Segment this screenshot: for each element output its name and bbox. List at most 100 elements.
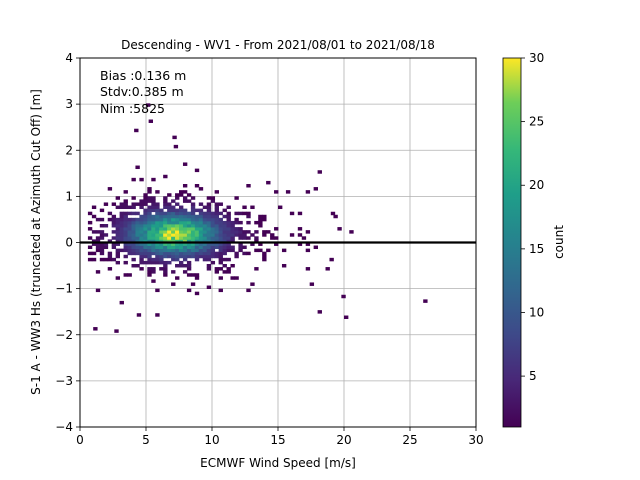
histogram-cell [194, 214, 200, 219]
histogram-cell [139, 202, 144, 206]
histogram-cell [159, 223, 164, 228]
histogram-cell [206, 257, 212, 262]
histogram-cell [143, 214, 148, 219]
histogram-cell [91, 257, 97, 262]
histogram-cell [143, 202, 148, 206]
histogram-cell [143, 236, 148, 240]
histogram-cell [175, 220, 180, 225]
histogram-cell [111, 230, 117, 234]
histogram-cell [194, 168, 200, 173]
histogram-cell [147, 208, 152, 213]
histogram-cell [175, 227, 180, 231]
y-tick-label: 1 [65, 189, 73, 203]
histogram-cell [99, 230, 105, 234]
histogram-cell [258, 217, 263, 222]
histogram-cell [151, 196, 156, 200]
histogram-cell [194, 257, 200, 262]
histogram-cell [95, 242, 101, 246]
histogram-cell [246, 288, 251, 293]
histogram-cell [155, 245, 160, 250]
histogram-cell [182, 263, 188, 268]
histogram-cell [210, 223, 216, 228]
histogram-cell [206, 251, 212, 256]
histogram-cell [99, 223, 105, 228]
histogram-cell [99, 217, 105, 222]
histogram-cell [202, 205, 208, 210]
histogram-cell [186, 214, 192, 219]
histogram-cell [182, 248, 188, 253]
histogram-cell [222, 227, 227, 231]
histogram-cell [214, 270, 219, 274]
histogram-cell [218, 211, 223, 216]
histogram-cell [87, 220, 93, 225]
histogram-cell [179, 260, 184, 265]
histogram-cell [179, 223, 184, 228]
histogram-cell [115, 260, 120, 265]
histogram-cell [147, 267, 152, 271]
histogram-cell [175, 196, 180, 200]
histogram-cell [115, 223, 120, 228]
histogram-cell [151, 223, 156, 228]
histogram-cell [115, 236, 120, 240]
histogram-cell [95, 288, 101, 293]
histogram-cell [218, 267, 223, 271]
histogram-cell [186, 233, 192, 237]
histogram-cell [115, 242, 120, 246]
histogram-cell [179, 220, 184, 225]
histogram-cell [325, 267, 330, 271]
histogram-cell [238, 248, 243, 253]
histogram-cell [147, 257, 152, 262]
histogram-cell [147, 273, 152, 277]
histogram-cell [194, 254, 200, 259]
histogram-cell [115, 233, 120, 237]
histogram-cell [167, 205, 172, 210]
histogram-cell [159, 214, 164, 219]
histogram-cell [155, 227, 160, 231]
histogram-cell [186, 220, 192, 225]
histogram-cell [127, 205, 132, 210]
histogram-cell [198, 233, 204, 237]
histogram-cell [93, 327, 98, 331]
histogram-cell [246, 236, 251, 240]
histogram-cell [198, 211, 204, 216]
histogram-cell [135, 227, 140, 231]
histogram-cell [182, 233, 188, 237]
histogram-cell [175, 230, 180, 234]
colorbar-tick-label: 20 [529, 178, 544, 192]
histogram-cell [179, 230, 184, 234]
x-tick-label: 0 [76, 433, 84, 447]
histogram-cell [246, 211, 251, 216]
x-axis-ticks: 0 5 10 15 20 25 30 [76, 427, 484, 447]
histogram-cell [151, 251, 156, 256]
histogram-cell [182, 257, 188, 262]
histogram-cell [190, 254, 196, 259]
histogram-cell [143, 233, 148, 237]
histogram-cell [115, 230, 120, 234]
histogram-cell [182, 239, 188, 243]
histogram-cell [330, 211, 336, 216]
histogram-cell [131, 177, 136, 182]
histogram-cell [305, 230, 311, 234]
histogram-cell [147, 190, 152, 194]
histogram-cell [155, 257, 160, 262]
histogram-cell [238, 236, 243, 240]
histogram-cell [171, 233, 176, 237]
histogram-cell [119, 217, 124, 222]
histogram-cell [218, 239, 223, 243]
histogram-cell [155, 254, 160, 259]
histogram-cell [135, 230, 140, 234]
histogram-cell [262, 254, 267, 259]
histogram-cell [167, 236, 172, 240]
histogram-cell [281, 263, 287, 268]
histogram-cell [127, 227, 132, 231]
histogram-cell [131, 263, 136, 268]
histogram-cell [281, 248, 287, 253]
histogram-cell [218, 233, 223, 237]
histogram-cell [167, 214, 172, 219]
histogram-cell [186, 248, 192, 253]
histogram-cell [206, 254, 212, 259]
histogram-cell [179, 208, 184, 213]
histogram-cell [127, 220, 132, 225]
histogram-cell [163, 273, 168, 277]
histogram-cell [214, 227, 219, 231]
